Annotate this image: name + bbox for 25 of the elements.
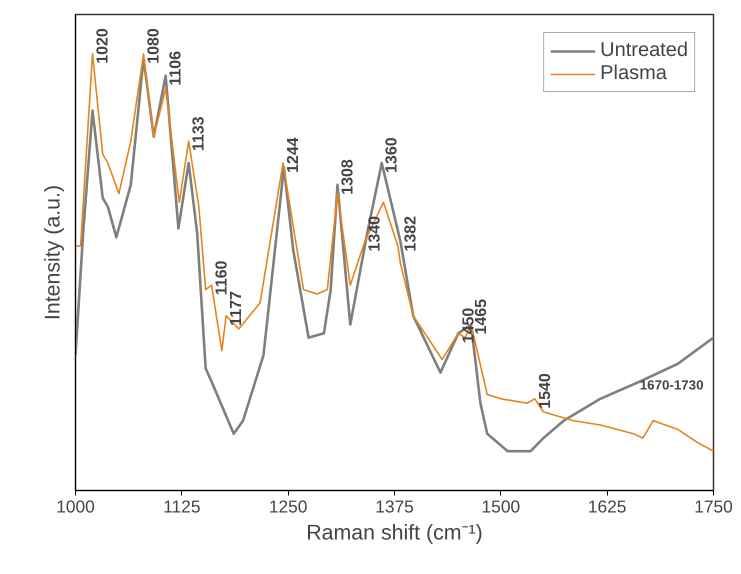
annotation: 1360 <box>384 137 401 173</box>
x-tick-label: 1375 <box>375 496 414 516</box>
annotation: 1080 <box>146 28 163 64</box>
x-tick-label: 1000 <box>56 496 95 516</box>
annotation: 1540 <box>536 373 554 409</box>
annotation: 1340 <box>366 216 384 252</box>
annotation: 1020 <box>94 28 112 64</box>
annotation: 1133 <box>190 116 208 152</box>
legend-label: Untreated <box>600 39 688 62</box>
annotation: 1670-1730 <box>640 378 704 392</box>
annotation: 1308 <box>340 159 357 195</box>
annotation: 1177 <box>228 291 246 326</box>
x-tick-label: 1250 <box>268 496 308 516</box>
x-tick-label: 1625 <box>588 496 626 516</box>
annotation: 1106 <box>168 50 185 86</box>
annotation: 1382 <box>402 216 420 252</box>
x-tick-label: 1125 <box>163 496 200 516</box>
x-tick-label: 1500 <box>482 496 520 516</box>
y-axis-title: Intensity (a.u.) <box>40 184 64 320</box>
annotation: 1465 <box>473 298 490 335</box>
annotation: 1244 <box>285 137 302 173</box>
x-tick-label: 1750 <box>694 496 733 516</box>
x-axis-title: Raman shift (cm⁻¹) <box>306 520 483 544</box>
annotation: 1160 <box>214 260 231 296</box>
legend-label: Plasma <box>600 62 667 85</box>
